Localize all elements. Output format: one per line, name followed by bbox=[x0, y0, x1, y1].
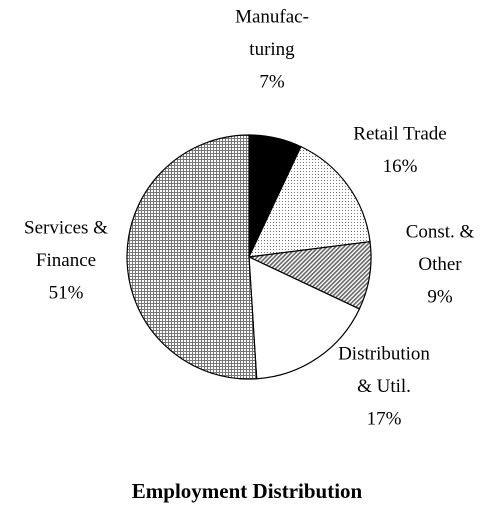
slice-label: Manufac- bbox=[235, 6, 309, 27]
slice-value-label: 16% bbox=[383, 156, 418, 177]
slice-label: Distribution bbox=[338, 343, 430, 364]
slice-label: Retail Trade bbox=[353, 123, 446, 144]
slice-label: Other bbox=[418, 254, 462, 275]
pie-slice bbox=[247, 145, 371, 258]
chart-title: Employment Distribution bbox=[132, 479, 363, 503]
slice-value-label: 51% bbox=[49, 282, 84, 303]
slice-label: & Util. bbox=[357, 376, 411, 397]
slice-value-label: 9% bbox=[427, 286, 453, 307]
slice-value-label: 7% bbox=[259, 71, 285, 92]
slice-label: Const. & bbox=[406, 221, 475, 242]
slice-label: Services & bbox=[24, 217, 108, 238]
slice-label: Finance bbox=[36, 250, 96, 271]
slice-value-label: 17% bbox=[367, 408, 402, 429]
pie-slice bbox=[248, 256, 361, 380]
pie-slice bbox=[126, 134, 258, 380]
slice-label: turing bbox=[249, 39, 295, 60]
